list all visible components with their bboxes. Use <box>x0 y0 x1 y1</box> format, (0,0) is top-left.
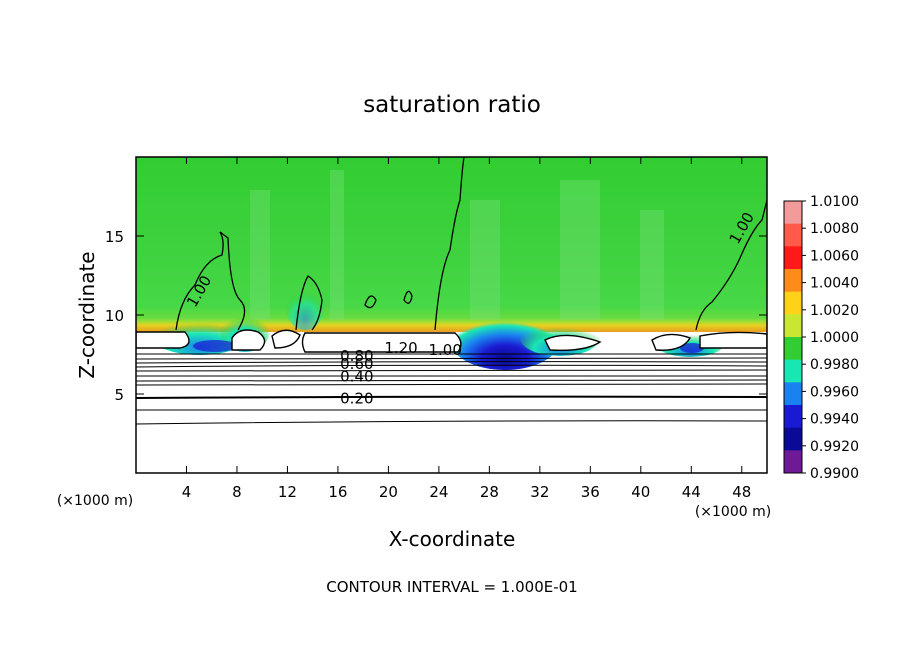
colorbar-label: 0.9980 <box>810 357 859 373</box>
y-tick-label: 15 <box>105 228 124 246</box>
x-tick-label: 8 <box>232 483 242 501</box>
contour-label: 0.80 <box>340 347 373 365</box>
contour-labels: 1.001.001.20 1.000.800.600.400.20 <box>183 209 758 408</box>
colorbar-label: 1.0100 <box>810 194 859 210</box>
cloud-pockets <box>136 329 767 353</box>
x-axis: 4 8 12 16 20 24 28 32 36 40 44 48 <box>182 157 751 501</box>
contour-label: 1.00 <box>428 341 461 359</box>
colorbar-swatch <box>784 223 802 247</box>
x-tick-label: 20 <box>379 483 398 501</box>
colorbar-swatch <box>784 314 802 338</box>
colorbar-label: 1.0040 <box>810 276 859 292</box>
plot-area <box>136 157 767 473</box>
colorbar-swatch <box>784 201 802 225</box>
colorbar-label: 0.9960 <box>810 384 859 400</box>
colorbar-label: 0.9940 <box>810 412 859 428</box>
y-tick-label: 5 <box>114 386 124 404</box>
contour-interval-note: CONTOUR INTERVAL = 1.000E-01 <box>326 578 577 596</box>
x-tick-label: 36 <box>581 483 600 501</box>
colorbar-label: 1.0020 <box>810 303 859 319</box>
x-tick-label: 32 <box>530 483 549 501</box>
colorbar-swatch <box>784 450 802 474</box>
contour-label: 0.20 <box>340 390 373 408</box>
colorbar-swatch <box>784 405 802 429</box>
y-axis-label: Z-coordinate <box>75 251 99 378</box>
x-axis-label: X-coordinate <box>389 527 516 551</box>
saturation-contours <box>175 157 767 331</box>
x-tick-label: 24 <box>429 483 448 501</box>
colorbar-swatch <box>784 269 802 293</box>
x-tick-label: 40 <box>631 483 650 501</box>
colorbar-swatch <box>784 246 802 270</box>
colorbar-swatch <box>784 337 802 361</box>
colorbar-label: 1.0080 <box>810 221 859 237</box>
x-unit-right: (×1000 m) <box>695 504 771 520</box>
contour-label: 0.40 <box>340 368 373 386</box>
x-tick-label: 48 <box>732 483 751 501</box>
x-tick-label: 44 <box>682 483 701 501</box>
colorbar-label: 0.9900 <box>810 466 859 482</box>
colorbar-swatch <box>784 382 802 406</box>
x-tick-label: 12 <box>278 483 297 501</box>
y-axis: 5 10 15 <box>105 228 767 404</box>
x-tick-label: 4 <box>182 483 192 501</box>
colorbar-label: 1.0000 <box>810 330 859 346</box>
contour-label: 0.60 <box>340 355 373 373</box>
colorbar-swatch <box>784 359 802 383</box>
y-tick-label: 10 <box>105 307 124 325</box>
contour-lines <box>136 353 767 425</box>
colorbar-swatch <box>784 427 802 451</box>
x-tick-label: 16 <box>328 483 347 501</box>
contour-label: 1.20 <box>384 339 417 357</box>
supersaturated-field <box>136 157 767 332</box>
x-unit-left: (×1000 m) <box>57 493 133 509</box>
colorbar-label: 1.0060 <box>810 248 859 264</box>
chart-title: saturation ratio <box>363 92 541 118</box>
x-tick-label: 28 <box>480 483 499 501</box>
colorbar: 1.0100 1.0080 1.0060 1.0040 1.0020 1.0000 0.99… <box>783 194 859 482</box>
colorbar-label: 0.9920 <box>810 439 859 455</box>
colorbar-swatch <box>784 291 802 315</box>
